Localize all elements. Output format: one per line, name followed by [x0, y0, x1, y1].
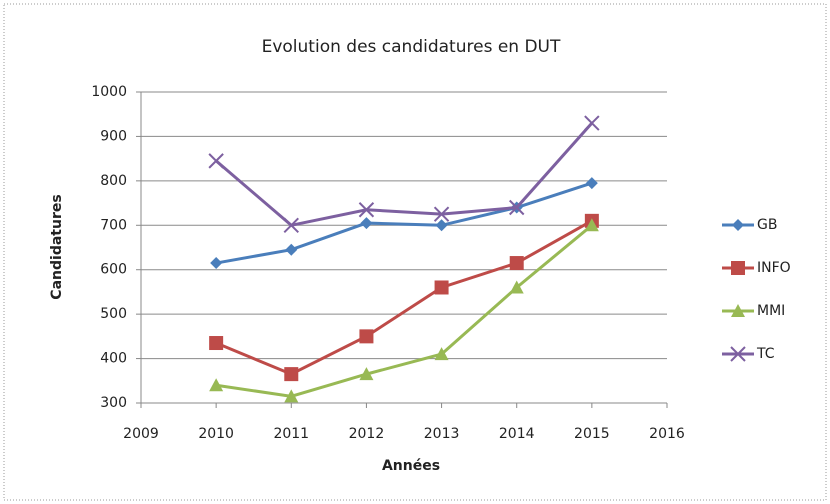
- series-line: [215, 181, 593, 265]
- series-line: [215, 219, 593, 376]
- y-tick-label: 700: [100, 217, 127, 233]
- y-tick-label: 300: [100, 395, 127, 411]
- y-tick-label: 800: [100, 173, 127, 189]
- y-tick-label: 400: [100, 351, 127, 367]
- legend-marker: [730, 346, 746, 362]
- marker: [209, 336, 224, 351]
- marker: [359, 367, 374, 381]
- y-tick-label: 600: [100, 262, 127, 278]
- series-line: [215, 224, 593, 398]
- x-tick-label: 2009: [123, 426, 159, 442]
- marker: [585, 177, 598, 190]
- x-tick-label: 2015: [574, 426, 610, 442]
- legend-label: TC: [756, 346, 775, 362]
- x-tick-label: 2014: [499, 426, 535, 442]
- y-tick-label: 500: [100, 306, 127, 322]
- x-tick-label: 2011: [273, 426, 309, 442]
- marker: [285, 243, 298, 256]
- y-tick-label: 1000: [91, 84, 127, 100]
- marker: [284, 367, 299, 382]
- marker: [359, 329, 374, 344]
- marker: [210, 257, 223, 270]
- marker: [433, 206, 450, 222]
- marker: [283, 217, 299, 233]
- marker: [434, 280, 449, 295]
- legend-marker: [731, 304, 745, 317]
- series-line: [215, 122, 593, 227]
- x-tick-label: 2016: [649, 426, 685, 442]
- y-axis-title: Candidatures: [49, 194, 65, 299]
- legend-marker: [731, 261, 745, 275]
- marker: [358, 202, 375, 218]
- marker: [360, 217, 373, 230]
- marker: [509, 256, 524, 271]
- chart-title: Evolution des candidatures en DUT: [262, 37, 561, 57]
- x-axis-title: Années: [382, 458, 440, 474]
- y-tick-label: 900: [100, 128, 127, 144]
- marker: [284, 389, 299, 403]
- marker: [509, 280, 524, 294]
- marker: [509, 199, 525, 216]
- marker: [209, 378, 224, 392]
- x-tick-label: 2012: [349, 426, 385, 442]
- legend-label: MMI: [757, 303, 785, 319]
- marker: [584, 115, 600, 131]
- legend-marker: [732, 219, 744, 231]
- legend-label: INFO: [757, 260, 791, 276]
- x-tick-label: 2013: [424, 426, 460, 442]
- x-tick-label: 2010: [198, 426, 234, 442]
- marker: [435, 219, 448, 232]
- marker: [584, 218, 599, 232]
- marker: [208, 153, 224, 169]
- legend-label: GB: [757, 217, 777, 233]
- marker: [434, 347, 449, 361]
